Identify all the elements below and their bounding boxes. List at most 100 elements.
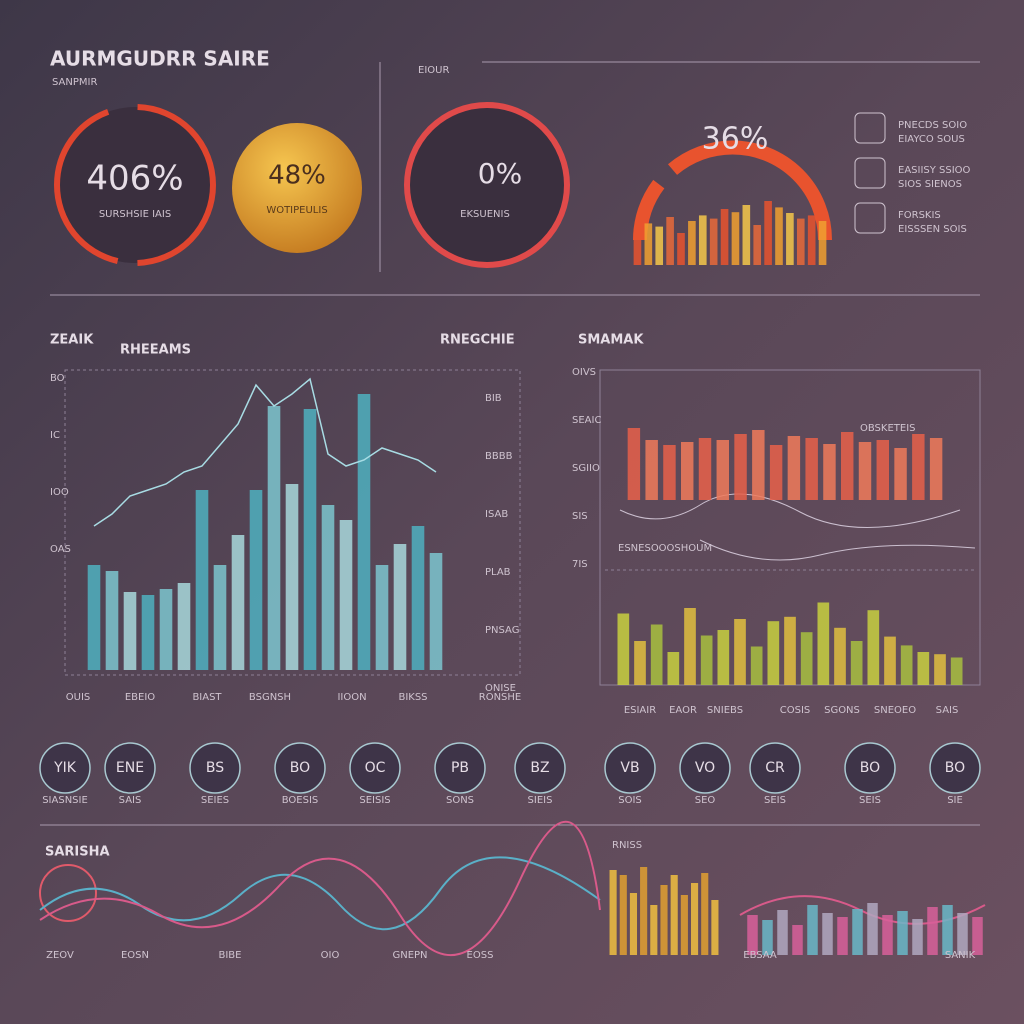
- label: IIOON: [337, 692, 366, 703]
- bar: [805, 438, 818, 500]
- y-label: SGIIO: [572, 463, 600, 474]
- chart-frame: [64, 369, 521, 676]
- section-title: RNISS: [612, 840, 642, 851]
- bar: [942, 905, 953, 955]
- y-label: PLAB: [485, 567, 511, 578]
- label: SGONS: [824, 705, 860, 716]
- y-label: 7IS: [572, 559, 588, 570]
- icon-label: SEIS: [859, 795, 881, 806]
- label: OUIS: [66, 692, 91, 703]
- icon-label: SEIS: [764, 795, 786, 806]
- bar: [897, 911, 908, 955]
- icon-label: SIEIS: [528, 795, 553, 806]
- icon-text: CR: [765, 760, 785, 776]
- icon-label: SAIS: [119, 795, 142, 806]
- bar: [159, 589, 173, 670]
- decor-line: [699, 539, 976, 561]
- wave: [39, 820, 601, 956]
- bar: [213, 565, 227, 670]
- bar: [698, 215, 707, 265]
- bar: [734, 619, 746, 685]
- bar: [894, 448, 907, 500]
- bar: [753, 225, 762, 265]
- section-title: SARISHA: [45, 845, 110, 860]
- icon-text: BS: [206, 760, 224, 776]
- bar: [249, 490, 263, 670]
- bar: [105, 571, 119, 670]
- bar: [716, 440, 729, 500]
- trend-line: [93, 377, 437, 527]
- bar: [617, 613, 630, 685]
- y-label: IOO: [50, 487, 69, 498]
- bar: [817, 602, 830, 685]
- gauge-value: 48%: [268, 161, 326, 191]
- bar: [792, 925, 803, 955]
- bar: [957, 913, 968, 955]
- bar: [670, 875, 678, 955]
- bar: [681, 442, 694, 500]
- bar: [950, 657, 963, 685]
- label: SANIK: [945, 950, 976, 961]
- bar: [644, 223, 653, 265]
- bar: [711, 900, 719, 955]
- bar: [731, 212, 740, 265]
- gauge-value: 36%: [702, 122, 769, 157]
- icon-label: SIASNSIE: [42, 795, 88, 806]
- bar: [834, 627, 846, 685]
- bar: [634, 641, 646, 685]
- icon-circle: [39, 742, 91, 794]
- bar: [734, 434, 747, 500]
- bar: [884, 636, 896, 685]
- bar: [667, 652, 680, 685]
- bar: [701, 873, 709, 955]
- subtitle: SANPMIR: [52, 77, 97, 88]
- icon-circle: [604, 742, 656, 794]
- bar: [876, 440, 889, 500]
- chart-side-title: RNEGCHIE: [440, 333, 515, 348]
- icon-circle: [274, 742, 326, 794]
- bar: [800, 632, 813, 685]
- icon-text: BO: [860, 760, 880, 776]
- bar: [934, 654, 946, 685]
- bar: [807, 215, 816, 265]
- bar: [784, 616, 796, 685]
- bar: [823, 444, 836, 500]
- bar: [709, 218, 718, 265]
- bar: [650, 905, 658, 955]
- bar: [929, 438, 943, 500]
- bar: [231, 535, 245, 670]
- bar: [777, 910, 788, 955]
- icon-text: BO: [290, 760, 310, 776]
- bar: [841, 432, 854, 500]
- label: OIO: [321, 950, 340, 961]
- label: RONSHE: [479, 692, 522, 703]
- bar: [633, 229, 642, 265]
- bar: [750, 646, 763, 685]
- y-label: BIB: [485, 393, 502, 404]
- bar: [762, 920, 773, 955]
- gauge-ring: [54, 104, 216, 266]
- bar: [411, 526, 425, 670]
- bar: [357, 394, 371, 670]
- y-label: SIS: [572, 511, 588, 522]
- bar: [698, 438, 712, 500]
- bar: [375, 565, 389, 670]
- bar: [303, 409, 317, 670]
- bar: [393, 544, 407, 670]
- bar: [796, 218, 805, 265]
- gauge-label: EKSUENIS: [460, 209, 510, 220]
- bar: [747, 915, 758, 955]
- bar: [655, 226, 664, 265]
- y-label: BBBB: [485, 451, 513, 462]
- bar: [285, 484, 299, 670]
- legend-title: FORSKIS: [898, 210, 941, 221]
- icon-text: OC: [365, 760, 386, 776]
- bar: [666, 217, 674, 265]
- bar: [742, 205, 751, 265]
- gauge-arc: [633, 140, 832, 241]
- icon-circle: [434, 742, 486, 794]
- legend-sub: EISSSEN SOIS: [898, 224, 967, 235]
- legend-icon: [854, 202, 886, 234]
- bar: [912, 434, 925, 500]
- chart-title: ZEAIK: [50, 333, 94, 348]
